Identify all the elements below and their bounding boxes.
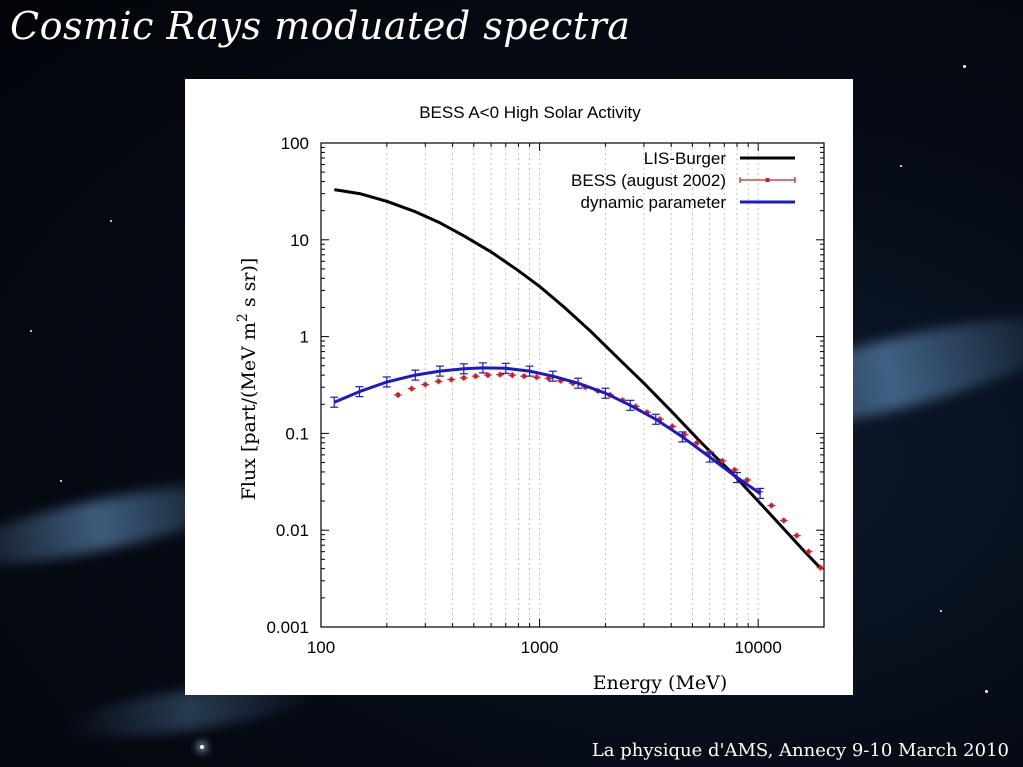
star — [963, 65, 966, 68]
bess-data-point — [657, 417, 662, 422]
grid — [386, 143, 825, 627]
chart-title: BESS A<0 High Solar Activity — [419, 103, 641, 122]
bess-data-point — [449, 377, 454, 382]
bess-data-point — [682, 432, 687, 437]
y-tick-label: 0.01 — [276, 521, 309, 540]
legend-label: dynamic parameter — [580, 193, 726, 212]
bess-data-point — [745, 478, 750, 483]
x-tick-label: 1000 — [521, 638, 559, 657]
y-tick-label: 100 — [281, 134, 309, 153]
bess-data-point — [781, 518, 786, 523]
star — [60, 480, 62, 482]
star — [985, 690, 988, 693]
bess-data-point — [633, 404, 638, 409]
bess-data-point — [409, 386, 414, 391]
bess-data-point — [732, 467, 737, 472]
y-axis-label: Flux [part/(MeV m2 s sr)] — [235, 258, 260, 501]
slide-title: Cosmic Rays moduated spectra — [10, 4, 631, 48]
bess-data-point — [670, 424, 675, 429]
x-axis-label: Energy (MeV) — [593, 672, 728, 694]
bess-data-point — [794, 533, 799, 538]
bess-data-point — [510, 373, 515, 378]
star — [940, 610, 942, 612]
bess-data-point — [461, 375, 466, 380]
series-layer — [330, 188, 825, 571]
bess-data-point — [498, 372, 503, 377]
y-tick-label: 1 — [300, 328, 309, 347]
bess-data-point — [695, 440, 700, 445]
flux-chart: BESS A<0 High Solar Activity 100 1000 1000… — [235, 103, 825, 694]
star — [900, 165, 902, 167]
bess-data-point — [818, 565, 823, 570]
legend-label: BESS (august 2002) — [571, 171, 726, 190]
x-tick-label: 100 — [307, 638, 335, 657]
bess-data-point — [436, 379, 441, 384]
slide-footer: La physique d'AMS, Annecy 9-10 March 201… — [591, 740, 1009, 761]
bess-data-point — [423, 382, 428, 387]
bess-data-point — [806, 549, 811, 554]
series-line-2 — [333, 366, 761, 495]
bess-data-point — [645, 410, 650, 415]
axis-ticks: 100 1000 10000 0.001 0.01 0.1 1 10 100 — [266, 134, 825, 657]
bess-data-point — [485, 373, 490, 378]
legend-label: LIS-Burger — [644, 149, 727, 168]
series-line-0 — [334, 188, 821, 568]
bess-data-point — [522, 374, 527, 379]
plot-frame — [320, 142, 825, 628]
legend: LIS-Burger BESS (august 2002) dynamic para… — [571, 149, 796, 212]
bess-data-point — [558, 378, 563, 383]
star — [110, 220, 112, 222]
y-tick-label: 0.001 — [266, 618, 309, 637]
star — [200, 745, 204, 749]
bess-data-point — [769, 503, 774, 508]
star — [30, 330, 32, 332]
plot-panel: BESS A<0 High Solar Activity 100 1000 1000… — [185, 79, 853, 695]
bess-data-point — [546, 376, 551, 381]
bess-data-point — [473, 374, 478, 379]
bess-data-point — [395, 392, 400, 397]
x-tick-label: 10000 — [735, 638, 782, 657]
y-tick-label: 10 — [290, 231, 309, 250]
legend-swatch-point — [765, 178, 770, 182]
bess-data-point — [720, 458, 725, 463]
bess-data-point — [534, 375, 539, 380]
y-tick-label: 0.1 — [285, 424, 309, 443]
